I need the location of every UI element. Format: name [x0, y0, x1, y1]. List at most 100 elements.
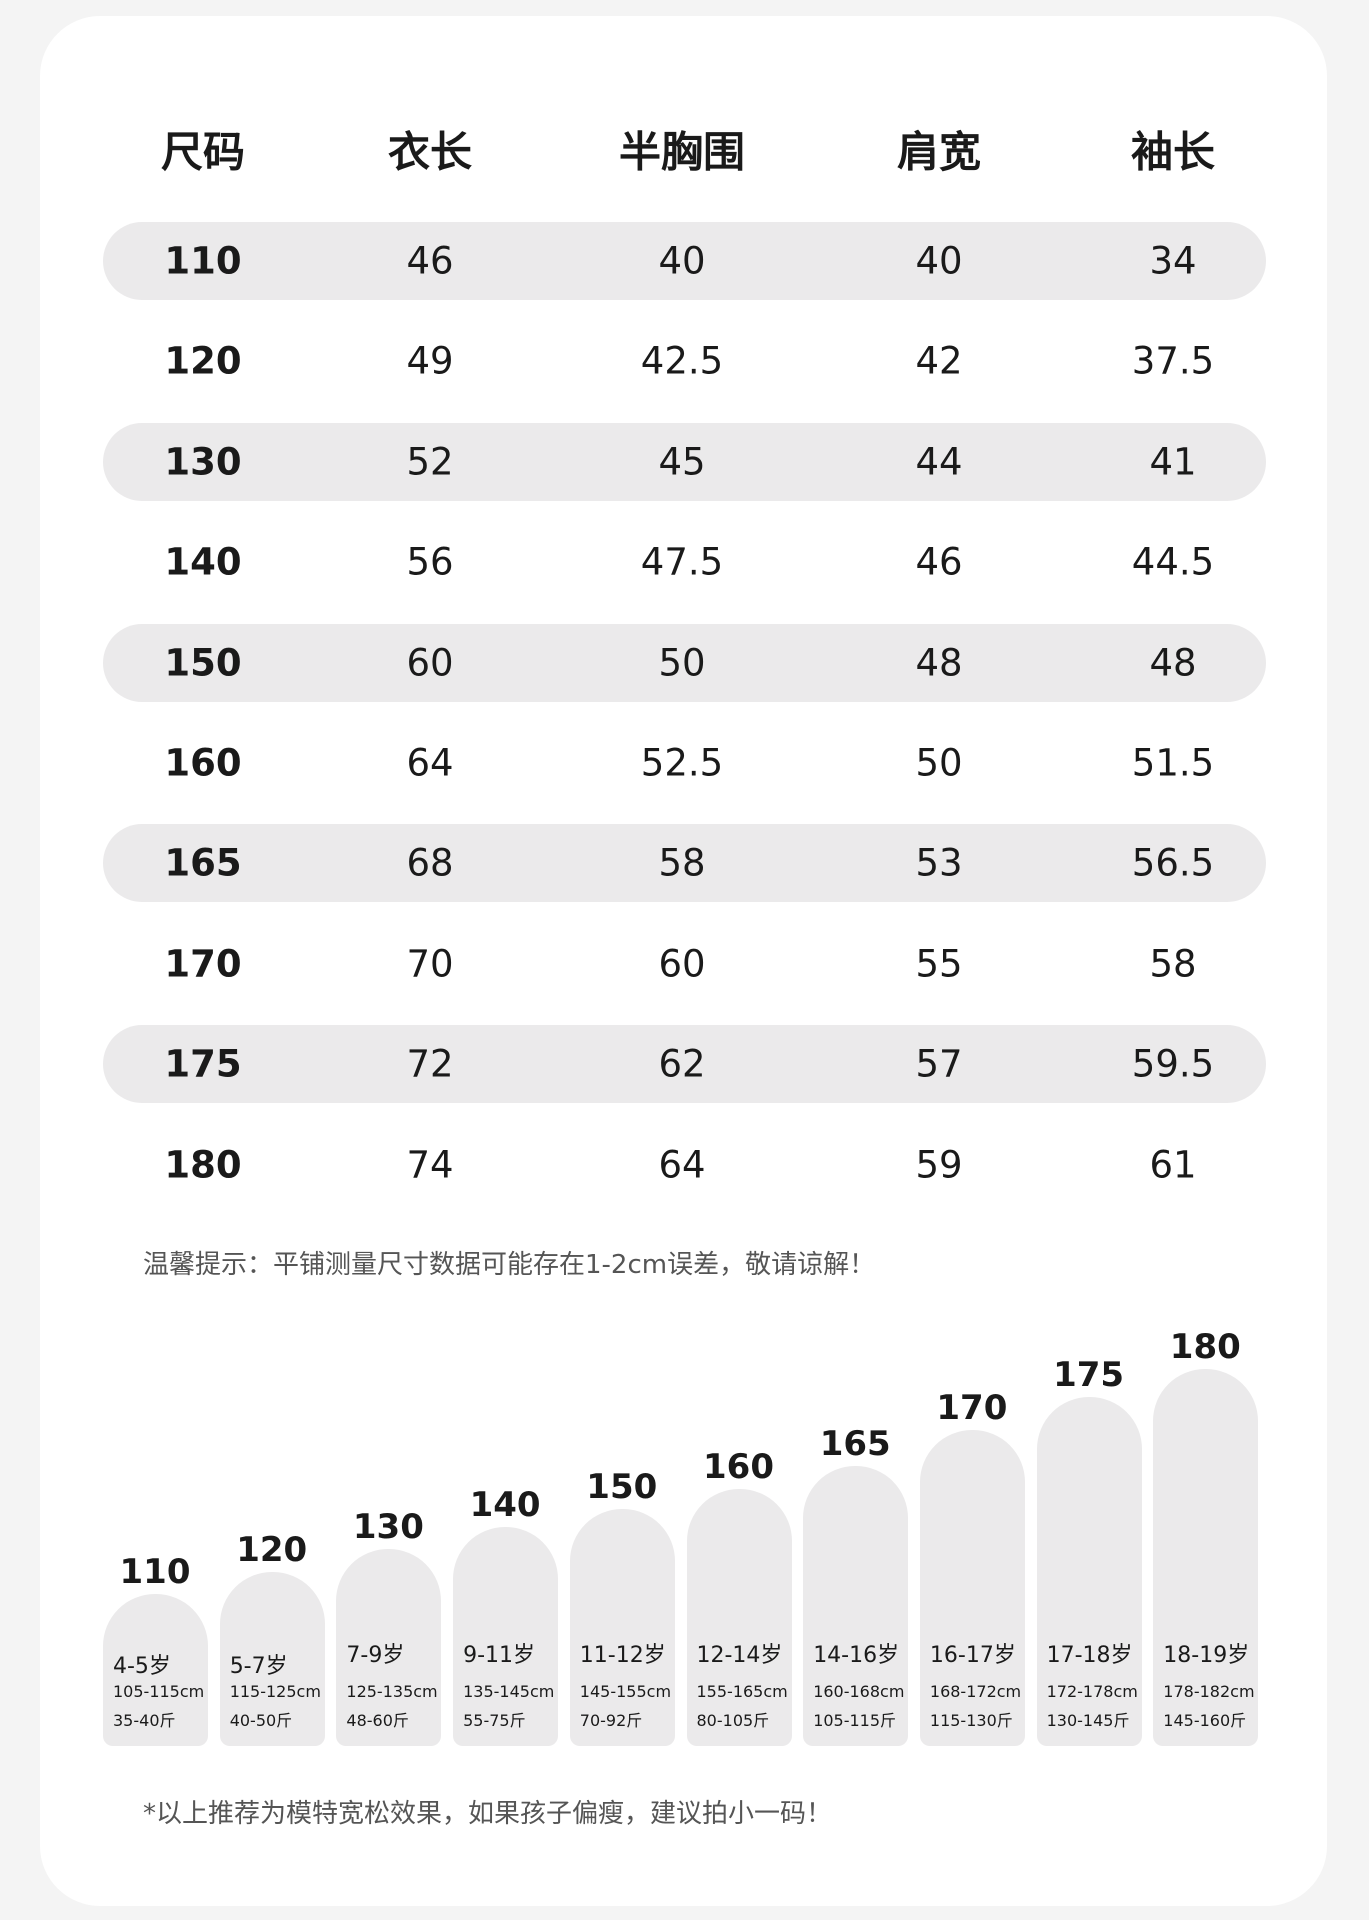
- measure-cell: 46: [406, 239, 454, 283]
- age-label: 16-17岁: [929, 1643, 1016, 1668]
- measure-cell: 62: [658, 1042, 706, 1086]
- age-label: 14-16岁: [813, 1643, 900, 1668]
- size-cell: 170: [164, 942, 242, 986]
- measure-cell: 74: [406, 1143, 454, 1187]
- age-label: 9-11岁: [463, 1643, 536, 1668]
- measure-cell: 61: [1149, 1143, 1197, 1187]
- weight-label: 55-75斤: [463, 1711, 526, 1730]
- row-stripe: [103, 422, 1266, 501]
- weight-label: 145-160斤: [1163, 1711, 1247, 1730]
- age-label: 7-9岁: [346, 1643, 405, 1668]
- height-label: 178-182cm: [1163, 1682, 1255, 1701]
- size-label: 120: [236, 1530, 308, 1570]
- size-label: 165: [819, 1424, 891, 1464]
- height-label: 135-145cm: [463, 1682, 555, 1701]
- measure-cell: 34: [1149, 239, 1197, 283]
- height-label: 115-125cm: [229, 1682, 321, 1701]
- size-bar: [219, 1572, 325, 1746]
- measure-cell: 50: [658, 641, 706, 685]
- size-cell: 180: [164, 1143, 242, 1187]
- weight-label: 70-92斤: [579, 1711, 643, 1730]
- height-label: 125-135cm: [346, 1682, 438, 1701]
- age-label: 4-5岁: [113, 1654, 171, 1679]
- size-cell: 175: [164, 1042, 242, 1086]
- measure-cell: 64: [658, 1143, 706, 1187]
- measure-cell: 40: [915, 239, 963, 283]
- size-cell: 160: [164, 741, 242, 785]
- measure-cell: 58: [658, 841, 706, 885]
- measure-cell: 60: [406, 641, 454, 685]
- measure-cell: 52: [406, 440, 454, 484]
- weight-label: 48-60斤: [346, 1711, 409, 1730]
- measure-cell: 59: [915, 1143, 963, 1187]
- measure-cell: 45: [658, 440, 706, 484]
- size-label: 175: [1053, 1355, 1125, 1395]
- size-label: 130: [352, 1507, 424, 1547]
- height-label: 145-155cm: [579, 1682, 672, 1701]
- measure-cell: 48: [1149, 641, 1197, 685]
- size-bar: [453, 1527, 559, 1746]
- measure-cell: 44: [915, 440, 963, 484]
- size-bar: [1036, 1397, 1142, 1746]
- measure-cell: 48: [915, 641, 963, 685]
- measure-cell: 64: [406, 741, 454, 785]
- measure-cell: 41: [1149, 440, 1197, 484]
- column-header: 半胸围: [618, 127, 746, 177]
- age-label: 18-19岁: [1163, 1643, 1250, 1668]
- note: 温馨提示：平铺测量尺寸数据可能存在1-2cm误差，敬请谅解！: [143, 1250, 876, 1280]
- size-label: 110: [119, 1552, 191, 1592]
- size-cell: 165: [164, 841, 242, 885]
- card: 温馨提示：平铺测量尺寸数据可能存在1-2cm误差，敬请谅解！ *以上推荐为模特宽…: [40, 16, 1327, 1906]
- measure-cell: 49: [406, 339, 454, 383]
- measure-cell: 53: [915, 841, 963, 885]
- weight-label: 40-50斤: [229, 1711, 293, 1730]
- measure-cell: 55: [915, 942, 963, 986]
- size-label: 170: [936, 1388, 1008, 1428]
- column-header: 尺码: [160, 127, 246, 177]
- row-stripe: [103, 1025, 1266, 1104]
- measure-cell: 59.5: [1131, 1042, 1215, 1086]
- size-cell: 150: [164, 641, 242, 685]
- size-cell: 130: [164, 440, 242, 484]
- column-header: 肩宽: [896, 127, 982, 177]
- measure-cell: 72: [406, 1042, 454, 1086]
- measure-cell: 44.5: [1131, 540, 1215, 584]
- size-bar: [686, 1489, 792, 1746]
- measure-cell: 60: [658, 942, 706, 986]
- size-bar: [1153, 1369, 1259, 1746]
- column-header: 衣长: [387, 127, 473, 177]
- size-bar: [919, 1430, 1025, 1746]
- measure-cell: 37.5: [1131, 339, 1215, 383]
- measure-cell: 52.5: [640, 741, 724, 785]
- height-label: 160-168cm: [813, 1682, 905, 1701]
- age-label: 12-14岁: [696, 1643, 783, 1668]
- measure-cell: 40: [658, 239, 706, 283]
- weight-label: 35-40斤: [113, 1711, 176, 1730]
- height-label: 172-178cm: [1046, 1682, 1138, 1701]
- measure-cell: 57: [915, 1042, 963, 1086]
- age-label: 11-12岁: [579, 1643, 666, 1668]
- footer: *以上推荐为模特宽松效果，如果孩子偏瘦，建议拍小一码！: [143, 1799, 833, 1829]
- weight-label: 115-130斤: [929, 1711, 1013, 1730]
- size-bar: [336, 1549, 442, 1746]
- height-label: 168-172cm: [929, 1682, 1022, 1701]
- age-label: 17-18岁: [1046, 1643, 1133, 1668]
- size-cell: 110: [164, 239, 242, 283]
- measure-cell: 68: [406, 841, 454, 885]
- height-label: 105-115cm: [113, 1682, 205, 1701]
- size-label: 160: [703, 1447, 774, 1487]
- measure-cell: 70: [406, 942, 454, 986]
- measure-cell: 46: [915, 540, 963, 584]
- weight-label: 130-145斤: [1046, 1711, 1130, 1730]
- size-cell: 140: [164, 540, 242, 584]
- size-bar: [103, 1594, 208, 1746]
- size-label: 180: [1169, 1327, 1241, 1367]
- size-label: 150: [586, 1467, 658, 1507]
- measure-cell: 58: [1149, 942, 1197, 986]
- size-label: 140: [469, 1485, 541, 1525]
- measure-cell: 42.5: [640, 339, 724, 383]
- weight-label: 80-105斤: [696, 1711, 770, 1730]
- measure-cell: 56: [406, 540, 454, 584]
- measure-cell: 47.5: [640, 540, 724, 584]
